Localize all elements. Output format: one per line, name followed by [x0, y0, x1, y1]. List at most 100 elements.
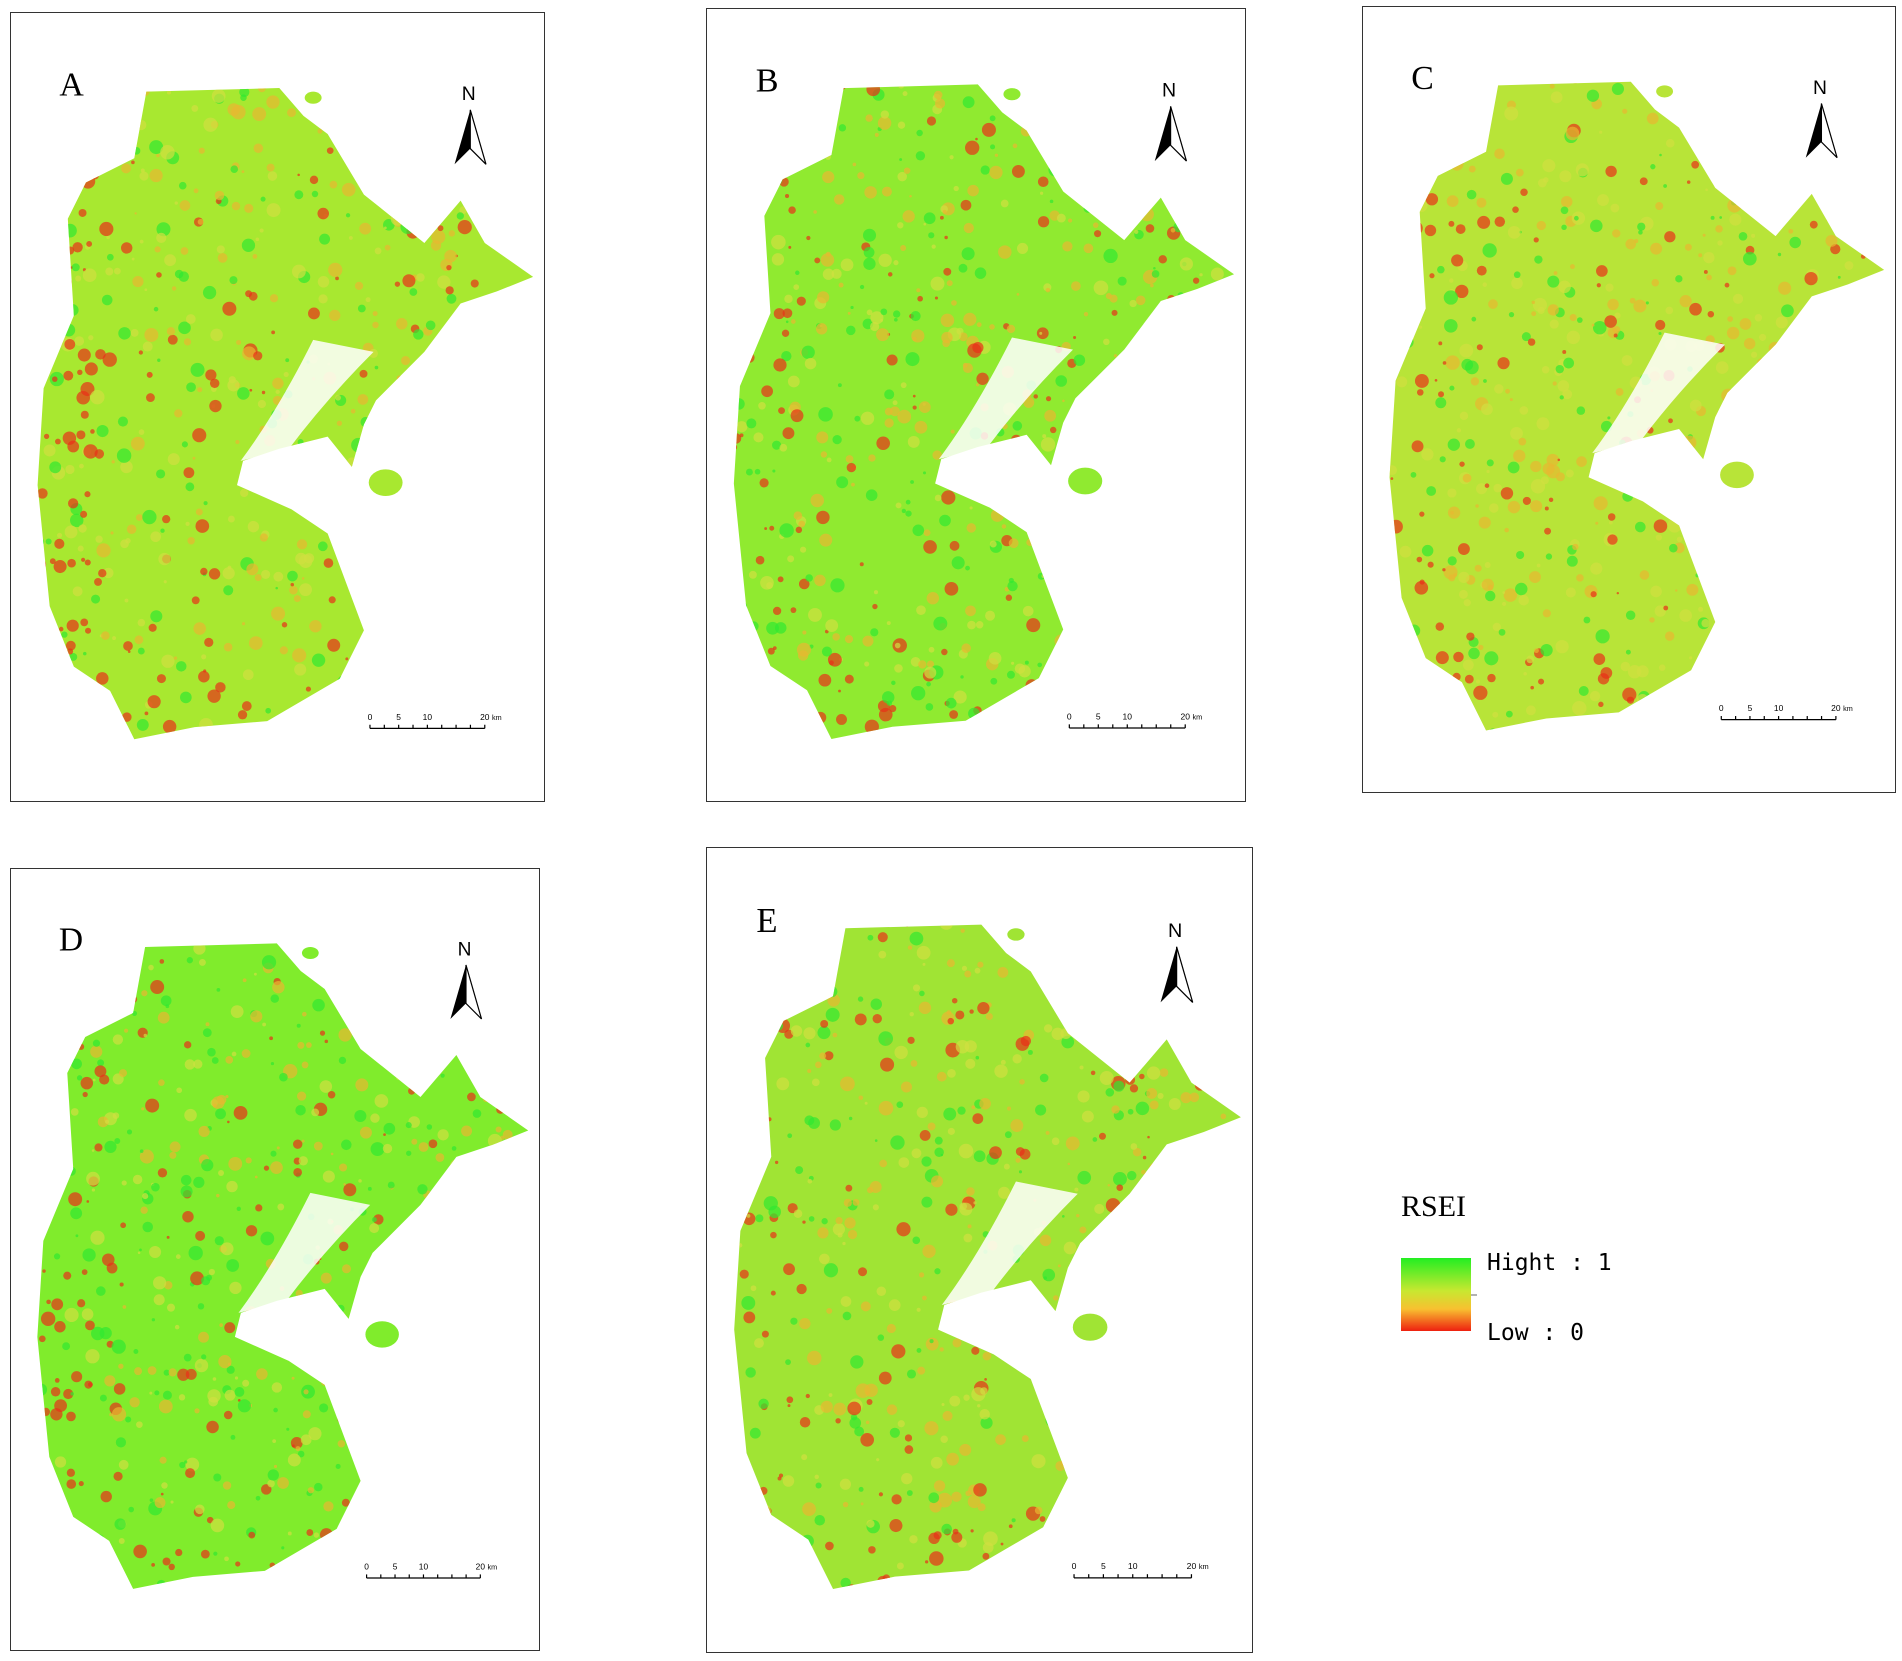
texture-spot — [905, 737, 915, 739]
texture-spot — [826, 986, 838, 998]
texture-spot — [168, 1368, 177, 1377]
texture-spot — [341, 1264, 351, 1274]
texture-spot — [102, 1253, 115, 1267]
texture-spot — [160, 528, 165, 533]
texture-spot — [443, 1515, 454, 1526]
texture-spot — [1865, 706, 1878, 719]
texture-spot — [886, 1323, 896, 1334]
texture-spot — [751, 1011, 760, 1020]
texture-spot — [37, 1515, 44, 1523]
texture-spot — [897, 409, 912, 424]
texture-spot — [918, 660, 927, 669]
texture-spot — [1079, 144, 1094, 159]
texture-spot — [53, 1565, 61, 1573]
texture-spot — [357, 1562, 361, 1567]
texture-spot — [1782, 673, 1790, 680]
texture-spot — [1421, 144, 1424, 148]
texture-spot — [466, 524, 474, 532]
texture-spot — [992, 1571, 1001, 1581]
texture-spot — [495, 1350, 500, 1354]
texture-spot — [400, 563, 405, 568]
texture-spot — [1447, 556, 1457, 566]
texture-spot — [1046, 562, 1057, 573]
texture-spot — [341, 1353, 354, 1365]
texture-spot — [1156, 1275, 1169, 1288]
texture-spot — [1668, 418, 1673, 424]
texture-spot — [449, 1394, 461, 1405]
texture-spot — [198, 147, 205, 154]
texture-spot — [84, 88, 88, 90]
texture-spot — [1764, 193, 1775, 204]
texture-spot — [912, 405, 917, 410]
texture-spot — [910, 480, 914, 484]
texture-spot — [395, 1398, 408, 1411]
texture-spot — [1108, 1462, 1122, 1476]
texture-spot — [910, 311, 921, 322]
texture-spot — [255, 1204, 263, 1212]
texture-spot — [1155, 123, 1164, 133]
texture-spot — [451, 1146, 457, 1151]
texture-spot — [1828, 364, 1841, 378]
texture-spot — [1214, 1176, 1222, 1184]
texture-spot — [94, 1065, 107, 1078]
texture-spot — [151, 1182, 160, 1192]
texture-spot — [1141, 1550, 1157, 1565]
texture-spot — [1112, 1394, 1117, 1399]
texture-spot — [798, 520, 806, 528]
texture-spot — [1092, 1448, 1097, 1452]
texture-spot — [1174, 427, 1180, 433]
texture-spot — [198, 670, 210, 683]
texture-spot — [1081, 1242, 1092, 1253]
texture-spot — [293, 1168, 302, 1177]
texture-spot — [267, 171, 278, 181]
texture-spot — [942, 339, 950, 348]
texture-spot — [235, 1561, 241, 1567]
texture-spot — [74, 336, 85, 346]
texture-spot — [793, 511, 803, 520]
texture-spot — [235, 439, 240, 445]
texture-spot — [1196, 477, 1204, 484]
texture-spot — [520, 305, 534, 320]
texture-spot — [989, 540, 997, 548]
texture-spot — [878, 1371, 892, 1385]
texture-spot — [220, 1242, 234, 1256]
texture-spot — [1878, 715, 1885, 725]
texture-spot — [1667, 518, 1682, 533]
texture-spot — [1239, 373, 1244, 378]
texture-spot — [502, 1090, 518, 1106]
texture-spot — [410, 1024, 414, 1029]
texture-spot — [755, 1042, 765, 1052]
texture-spot — [396, 1512, 401, 1517]
texture-spot — [471, 1286, 481, 1296]
texture-spot — [1033, 946, 1048, 961]
texture-spot — [1177, 1580, 1181, 1585]
texture-spot — [1743, 337, 1756, 350]
texture-spot — [1199, 579, 1213, 593]
texture-spot — [161, 1482, 168, 1489]
texture-spot — [520, 541, 529, 550]
texture-spot — [805, 1393, 810, 1399]
texture-spot — [77, 545, 84, 552]
texture-spot — [1098, 84, 1112, 95]
texture-spot — [1530, 685, 1534, 690]
texture-spot — [1589, 730, 1596, 731]
texture-spot — [1865, 527, 1878, 540]
texture-spot — [55, 259, 62, 266]
texture-spot — [47, 722, 56, 731]
texture-spot — [1881, 188, 1885, 193]
texture-spot — [1182, 528, 1191, 537]
texture-spot — [190, 1583, 199, 1589]
texture-spot — [1799, 351, 1807, 360]
texture-spot — [1698, 606, 1704, 612]
texture-spot — [327, 638, 341, 652]
scale-label: 0 — [1067, 711, 1072, 721]
texture-spot — [1037, 216, 1050, 228]
texture-spot — [275, 586, 278, 590]
texture-spot — [175, 1254, 181, 1259]
texture-spot — [1105, 1088, 1115, 1097]
texture-spot — [1112, 544, 1118, 550]
texture-spot — [1018, 1170, 1022, 1174]
texture-spot — [198, 1331, 209, 1343]
texture-spot — [160, 145, 175, 160]
texture-spot — [1171, 1223, 1177, 1229]
